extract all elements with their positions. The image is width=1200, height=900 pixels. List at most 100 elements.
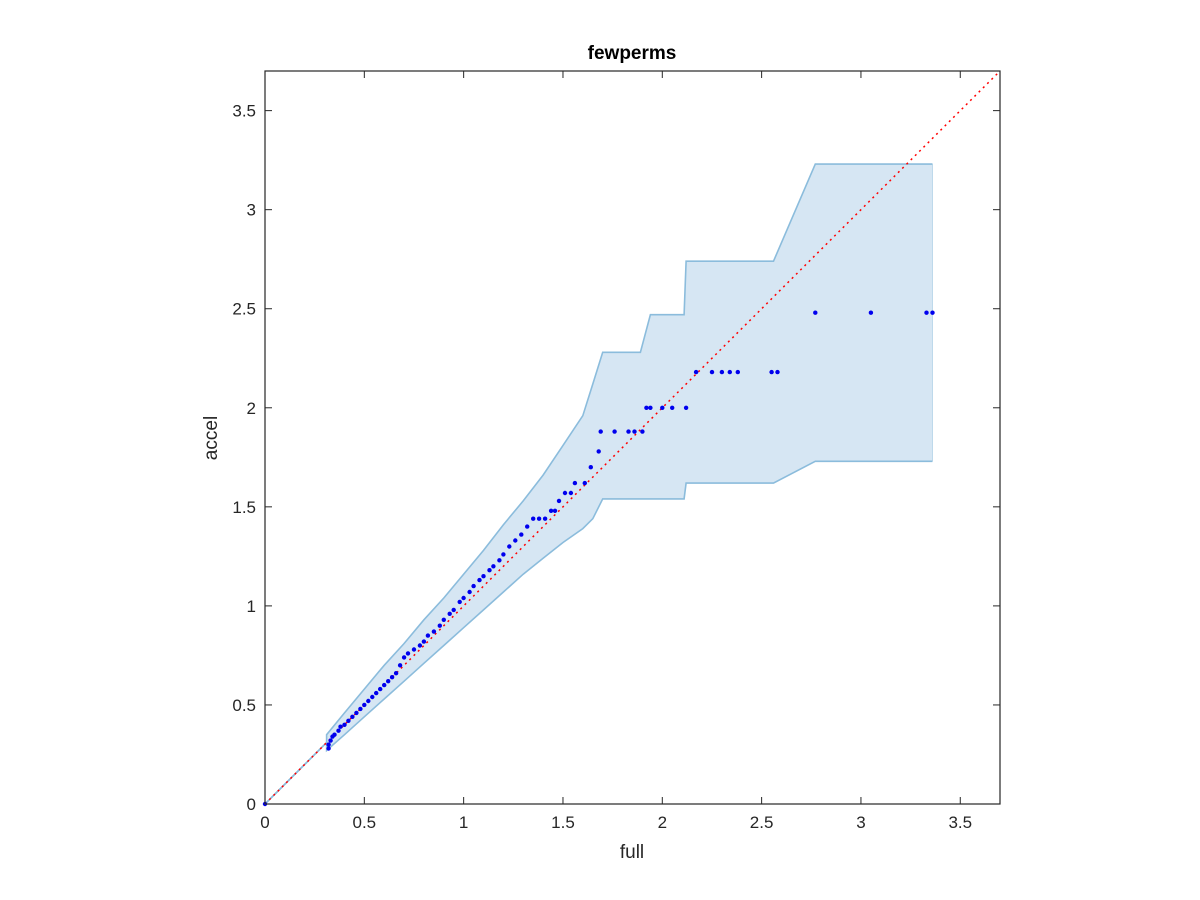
data-point xyxy=(405,651,411,656)
data-point xyxy=(451,607,456,613)
data-point xyxy=(328,738,333,743)
data-point xyxy=(346,718,351,723)
data-point xyxy=(612,429,617,434)
chart-title: fewperms xyxy=(588,43,677,64)
data-point xyxy=(362,702,367,708)
data-point xyxy=(370,694,375,700)
data-point xyxy=(640,429,645,434)
data-point xyxy=(447,611,452,616)
x-tick-label: 2 xyxy=(658,813,667,832)
data-point xyxy=(471,583,476,589)
data-point xyxy=(332,732,337,737)
data-point xyxy=(531,516,536,521)
data-point xyxy=(497,558,502,563)
data-point xyxy=(336,728,341,733)
data-point xyxy=(389,675,395,680)
band-lower-edge xyxy=(264,460,933,805)
confidence-band xyxy=(264,163,933,805)
data-point xyxy=(366,698,371,704)
data-point xyxy=(683,405,689,410)
data-point xyxy=(417,643,423,648)
data-point xyxy=(477,577,482,583)
x-axis-ticks: 0 0.5 1 1.5 2 2.5 3 3.5 xyxy=(260,71,972,832)
data-point xyxy=(481,574,486,579)
y-tick-label: 3.5 xyxy=(232,102,256,121)
y-tick-label: 1.5 xyxy=(232,498,256,517)
y-axis-ticks: 0 0.5 1 1.5 2 2.5 3 3.5 xyxy=(232,102,1000,814)
y-axis-label: accel xyxy=(201,416,222,460)
reference-line-group xyxy=(264,70,1001,805)
data-point xyxy=(632,429,637,434)
data-point xyxy=(598,429,603,434)
data-point xyxy=(393,671,399,676)
data-point xyxy=(401,655,407,660)
y-tick-label: 2 xyxy=(247,399,256,418)
data-point xyxy=(326,742,331,747)
data-point xyxy=(350,714,355,719)
reference-line xyxy=(264,70,1001,805)
data-point xyxy=(431,629,437,634)
data-point xyxy=(588,465,593,470)
band-upper-edge xyxy=(264,163,933,805)
data-point xyxy=(868,310,874,315)
data-point xyxy=(775,369,780,375)
y-tick-label: 1 xyxy=(247,597,256,616)
x-tick-label: 0.5 xyxy=(353,813,377,832)
y-tick-label: 3 xyxy=(247,201,256,220)
data-point xyxy=(536,516,542,521)
data-point xyxy=(411,647,417,652)
data-point xyxy=(660,405,665,410)
data-point xyxy=(548,508,554,513)
data-point xyxy=(501,552,506,557)
data-point xyxy=(457,599,462,605)
scatter-points xyxy=(262,310,935,807)
data-point xyxy=(709,369,715,375)
data-point xyxy=(519,532,524,537)
data-point xyxy=(719,369,725,375)
data-point xyxy=(386,679,391,684)
data-point xyxy=(326,746,331,751)
data-point xyxy=(693,369,699,375)
data-point xyxy=(491,564,496,569)
data-point xyxy=(562,490,568,496)
data-point xyxy=(342,722,347,727)
data-point xyxy=(421,639,427,644)
data-point xyxy=(358,706,363,712)
data-point xyxy=(596,449,601,454)
band-fill xyxy=(265,164,933,805)
data-point xyxy=(382,682,387,688)
axes-box xyxy=(264,70,1001,805)
x-tick-label: 2.5 xyxy=(750,813,774,832)
x-tick-label: 3.5 xyxy=(948,813,972,832)
data-point xyxy=(441,617,446,622)
data-point xyxy=(467,589,472,595)
plot-frame xyxy=(264,70,1001,805)
data-point xyxy=(338,724,343,729)
data-point xyxy=(461,595,466,601)
data-point xyxy=(644,405,649,410)
x-tick-label: 0 xyxy=(260,813,269,832)
data-point xyxy=(930,310,935,315)
data-point xyxy=(568,490,574,496)
data-point xyxy=(670,405,675,410)
x-axis-label: full xyxy=(620,842,644,863)
data-point xyxy=(552,508,558,513)
data-point xyxy=(572,480,578,486)
data-point xyxy=(582,480,587,486)
y-tick-label: 2.5 xyxy=(232,300,256,319)
x-tick-label: 3 xyxy=(856,813,865,832)
y-tick-label: 0.5 xyxy=(232,696,256,715)
data-point xyxy=(507,544,512,549)
x-tick-label: 1.5 xyxy=(551,813,575,832)
data-point xyxy=(648,405,653,410)
data-point xyxy=(374,690,379,696)
data-point xyxy=(727,369,732,375)
y-tick-label: 0 xyxy=(247,795,256,814)
data-point xyxy=(354,710,359,716)
data-point xyxy=(626,429,631,434)
data-point xyxy=(487,568,492,573)
data-point xyxy=(735,369,740,375)
data-point xyxy=(397,663,403,668)
data-point xyxy=(813,310,818,315)
